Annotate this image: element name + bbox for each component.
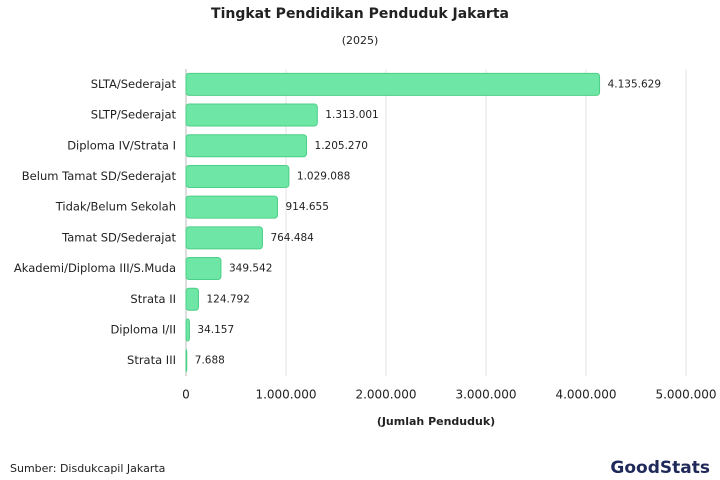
value-label: 7.688 bbox=[195, 355, 225, 367]
bar bbox=[185, 72, 601, 96]
logo: GoodStats bbox=[610, 458, 710, 478]
value-label: 914.655 bbox=[285, 201, 328, 213]
y-tick-label: SLTP/Sederajat bbox=[91, 108, 177, 122]
source: Sumber: Disdukcapil Jakarta bbox=[10, 462, 165, 475]
bar bbox=[185, 318, 190, 342]
bar bbox=[185, 226, 263, 250]
chart-subtitle: (2025) bbox=[342, 34, 379, 47]
bar bbox=[185, 103, 318, 127]
value-label: 1.029.088 bbox=[297, 170, 350, 182]
x-tick-label: 5.000.000 bbox=[655, 388, 716, 402]
value-label: 1.205.270 bbox=[315, 140, 368, 152]
x-tick-label: 3.000.000 bbox=[455, 388, 516, 402]
value-label: 124.792 bbox=[206, 293, 249, 305]
chart-title: Tingkat Pendidikan Penduduk Jakarta bbox=[211, 6, 509, 22]
y-tick-label: Tidak/Belum Sekolah bbox=[55, 200, 176, 214]
y-tick-label: Tamat SD/Sederajat bbox=[61, 230, 176, 244]
x-axis-label: (Jumlah Penduduk) bbox=[377, 415, 495, 428]
bar bbox=[185, 164, 290, 188]
value-label: 4.135.629 bbox=[608, 78, 661, 90]
bar bbox=[185, 195, 278, 219]
y-tick-label: Diploma IV/Strata I bbox=[67, 138, 176, 152]
value-label: 34.157 bbox=[197, 324, 234, 336]
bar bbox=[185, 349, 188, 373]
y-tick-label: Strata II bbox=[130, 292, 176, 306]
value-label: 1.313.001 bbox=[325, 109, 378, 121]
x-tick-label: 1.000.000 bbox=[255, 388, 316, 402]
y-tick-label: SLTA/Sederajat bbox=[91, 77, 177, 91]
value-label: 349.542 bbox=[229, 263, 272, 275]
y-tick-label: Strata III bbox=[127, 353, 176, 367]
x-tick-label: 0 bbox=[182, 388, 190, 402]
y-tick-label: Akademi/Diploma III/S.Muda bbox=[14, 261, 176, 275]
y-tick-label: Belum Tamat SD/Sederajat bbox=[22, 169, 177, 183]
bar bbox=[185, 257, 222, 281]
x-tick-label: 4.000.000 bbox=[555, 388, 616, 402]
value-label: 764.484 bbox=[270, 232, 314, 244]
bar bbox=[185, 134, 308, 158]
bar bbox=[185, 287, 199, 311]
x-tick-label: 2.000.000 bbox=[355, 388, 416, 402]
y-tick-label: Diploma I/II bbox=[110, 322, 176, 336]
